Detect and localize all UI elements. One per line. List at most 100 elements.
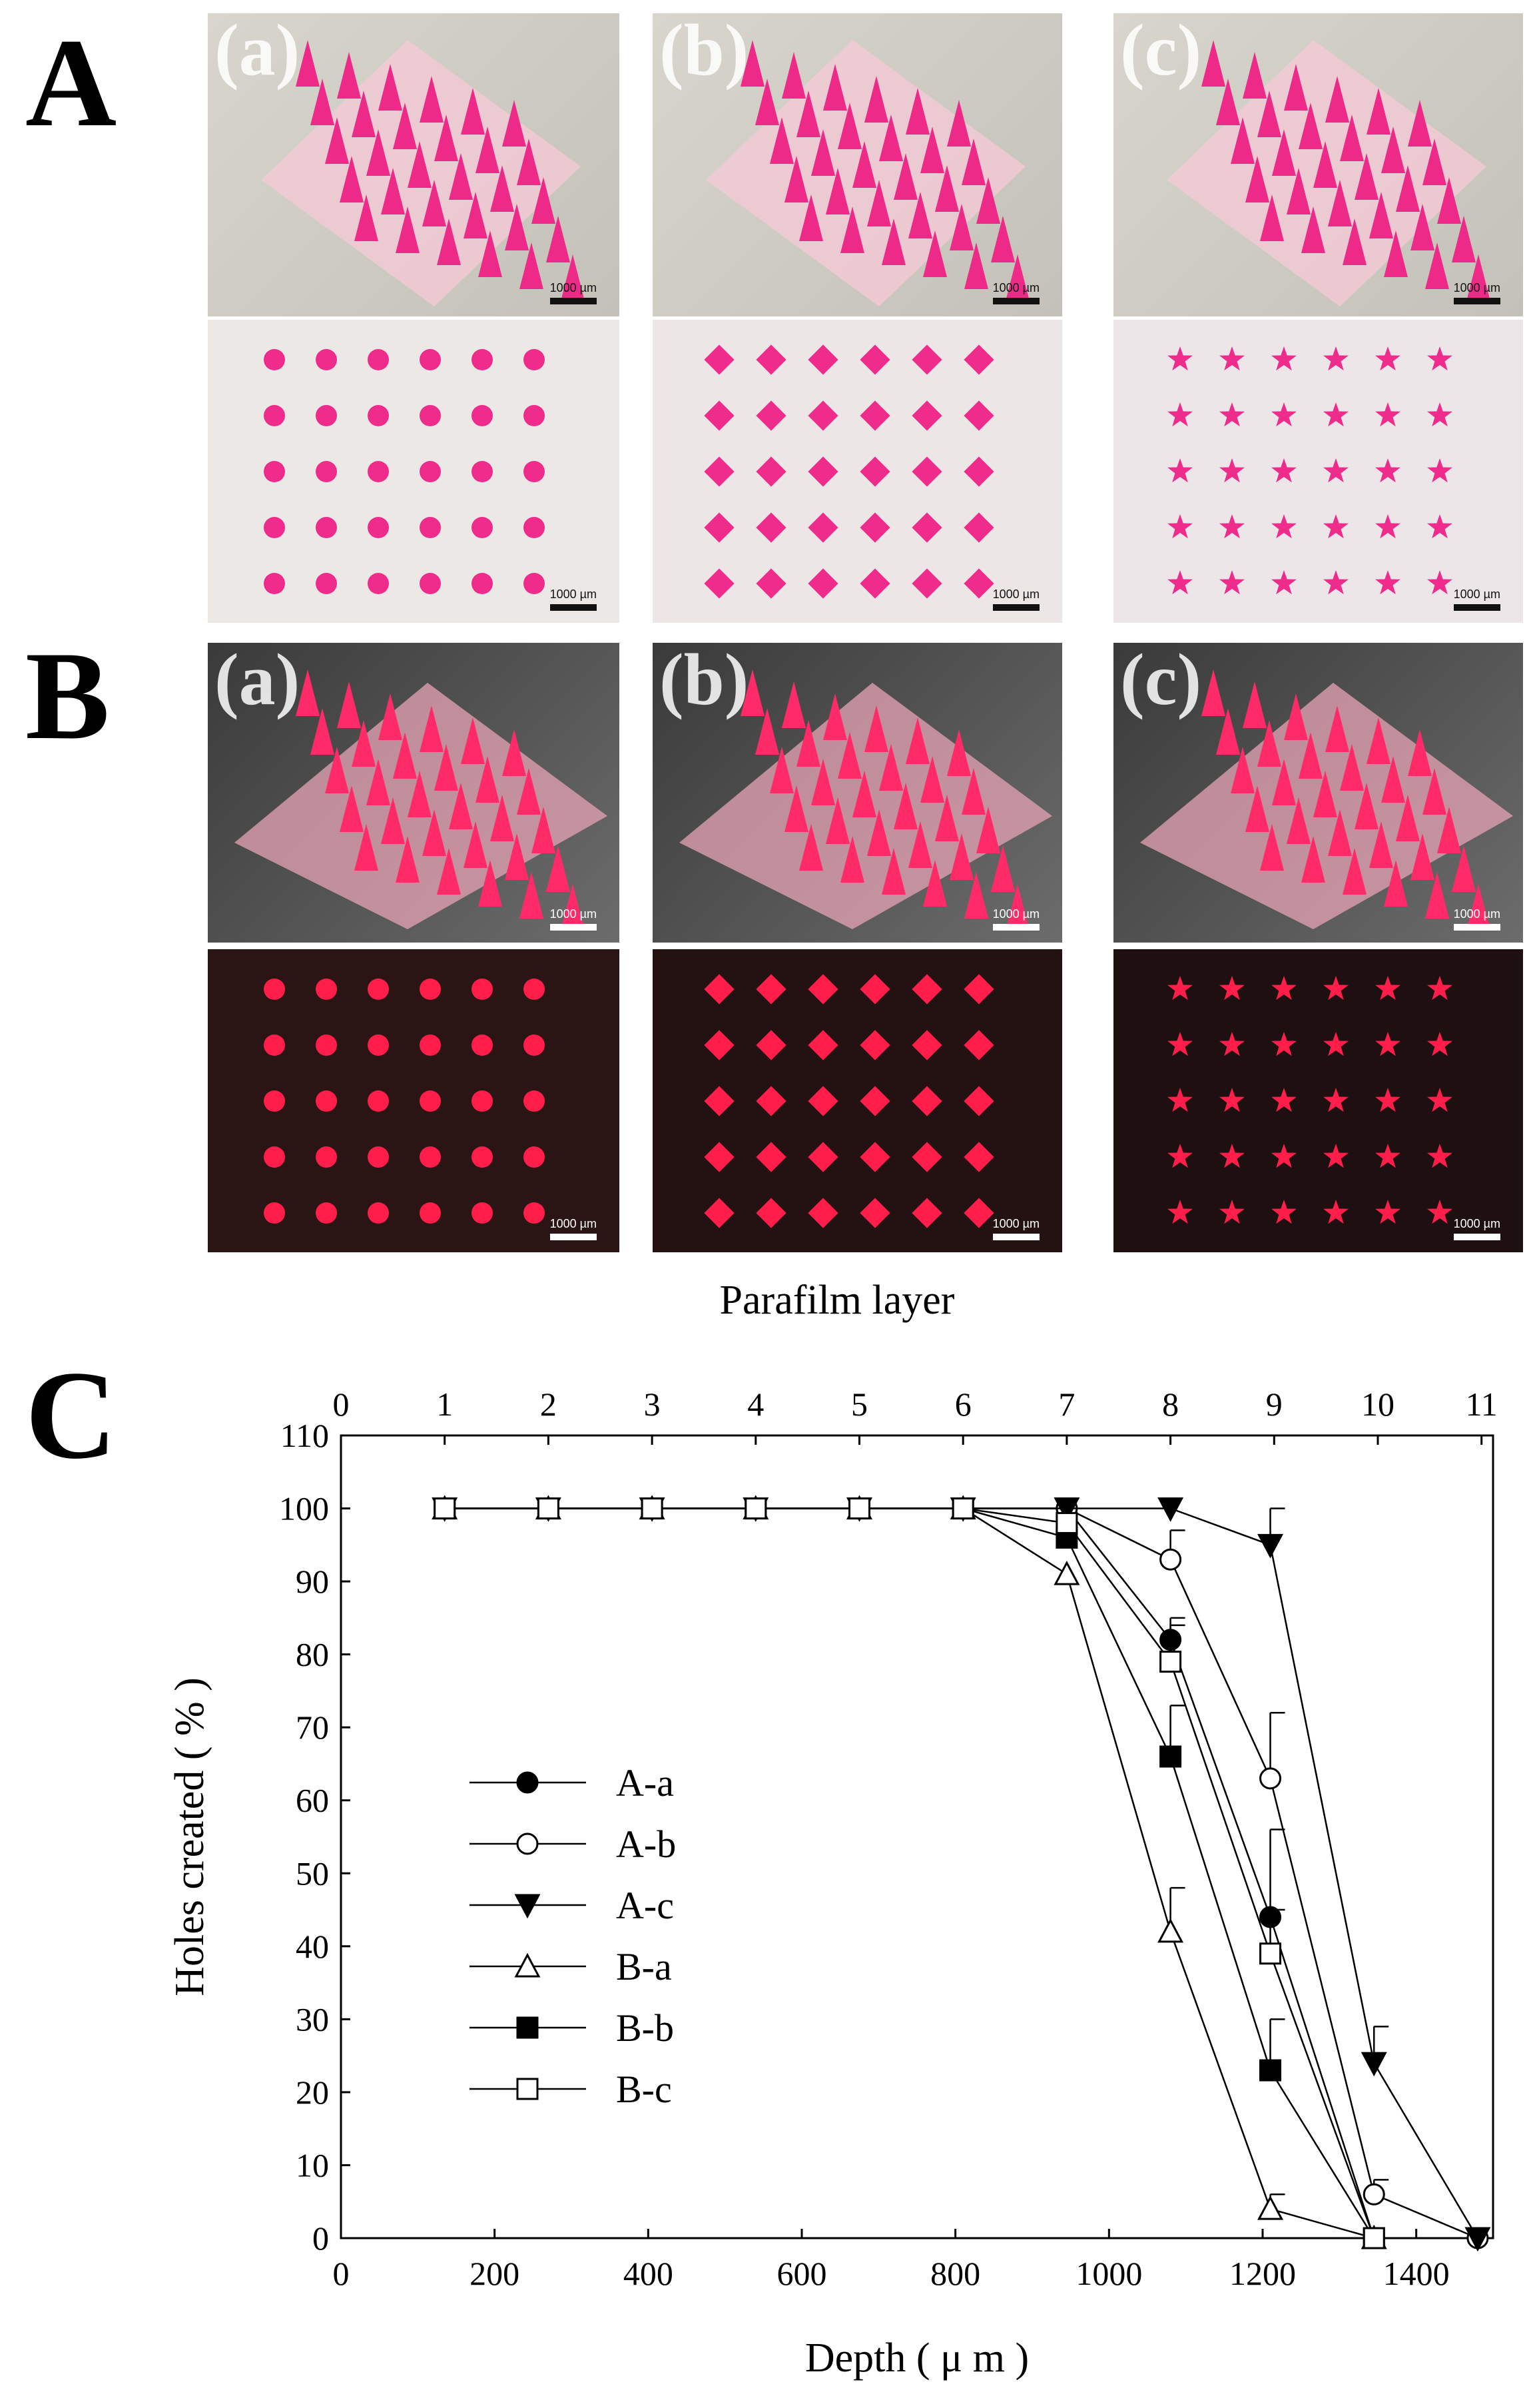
needle-tip-mark xyxy=(1271,458,1297,483)
needle-tip-mark xyxy=(1271,1200,1297,1224)
data-point xyxy=(1159,1745,1182,1768)
needle-cone xyxy=(463,192,487,238)
data-point xyxy=(1257,1533,1284,1559)
needle-tip-mark xyxy=(808,1086,838,1116)
needle-cone xyxy=(826,797,850,844)
needle-cone xyxy=(1260,195,1284,241)
needle-cone xyxy=(784,156,808,202)
legend-marker xyxy=(516,1771,539,1794)
needle-tip-mark xyxy=(1219,458,1245,483)
x-tick-label: 400 xyxy=(623,2255,673,2292)
legend-label: A-a xyxy=(616,1761,674,1805)
needle-tip-mark xyxy=(368,517,389,538)
needle-tip-mark xyxy=(860,568,890,599)
needle-tip-mark xyxy=(808,512,838,543)
needle-tip-mark xyxy=(912,568,942,599)
needle-tip-mark xyxy=(756,512,786,543)
sublabel-b-c: (c) xyxy=(1120,643,1202,720)
needle-tip-mark xyxy=(264,405,285,426)
needle-cone xyxy=(950,833,974,880)
needle-cone xyxy=(1396,795,1420,841)
legend-marker xyxy=(516,1832,539,1855)
sublabel-b-a: (a) xyxy=(214,643,300,720)
needle-cone xyxy=(864,76,888,123)
needle-cone xyxy=(1260,824,1284,871)
y-tick-label: 30 xyxy=(296,2000,329,2038)
data-point xyxy=(1363,2227,1385,2249)
needle-tip-mark xyxy=(964,1030,994,1060)
photo-b-c-top: 1000 µm xyxy=(1113,949,1523,1252)
data-point xyxy=(1361,2052,1387,2077)
sublabel-b-b: (b) xyxy=(659,643,749,720)
needle-tip-mark xyxy=(860,1086,890,1116)
needle-cone xyxy=(1367,88,1390,135)
needle-tip-mark xyxy=(420,349,441,370)
needle-tip-mark xyxy=(964,344,994,375)
needle-tip-mark xyxy=(912,1030,942,1060)
needle-cone xyxy=(879,744,903,791)
needle-cone xyxy=(784,785,808,832)
needle-tip-mark xyxy=(808,344,838,375)
data-point xyxy=(848,1497,870,1520)
data-point xyxy=(1159,1548,1182,1571)
needle-tip-mark xyxy=(316,517,337,538)
needle-cone xyxy=(561,254,585,301)
data-point xyxy=(1159,1651,1182,1673)
needle-tip-mark xyxy=(1375,1144,1400,1168)
data-point xyxy=(1363,2183,1385,2206)
needle-tip-mark xyxy=(471,573,493,594)
needle-tip-mark xyxy=(1323,346,1349,371)
needle-cone xyxy=(976,807,1000,853)
data-point xyxy=(1257,2195,1284,2220)
needle-cone xyxy=(935,795,959,841)
photo-a-b-top: 1000 µm xyxy=(653,320,1062,623)
needle-tip-mark xyxy=(420,1090,441,1112)
needle-cone xyxy=(811,759,835,805)
needle-cone xyxy=(1452,216,1476,262)
top-tick-label: 2 xyxy=(540,1386,557,1423)
needle-cone xyxy=(1243,681,1267,728)
needle-cone xyxy=(741,40,765,87)
needle-tip-mark xyxy=(912,456,942,487)
needle-cone xyxy=(340,156,364,202)
needle-tip-mark xyxy=(1219,1200,1245,1224)
needle-tip-mark xyxy=(1323,1032,1349,1056)
legend-marker xyxy=(516,2016,539,2039)
legend-marker xyxy=(516,2078,539,2100)
needle-cone xyxy=(517,139,541,185)
needle-tip-mark xyxy=(756,1030,786,1060)
needle-cone xyxy=(1299,732,1323,779)
needle-tip-mark xyxy=(808,1198,838,1228)
y-tick-label: 100 xyxy=(279,1490,329,1527)
sublabel-a-b: (b) xyxy=(659,13,749,91)
needle-tip-mark xyxy=(1323,514,1349,539)
needle-cone xyxy=(1301,206,1325,253)
needle-cone xyxy=(340,785,364,832)
needle-tip-mark xyxy=(316,461,337,482)
series-line xyxy=(444,1507,1478,2239)
needle-tip-mark xyxy=(1375,458,1400,483)
needle-cone xyxy=(408,141,432,188)
legend-label: A-b xyxy=(616,1822,676,1866)
needle-cone xyxy=(1343,218,1367,265)
needle-cone xyxy=(463,821,487,868)
needle-tip-mark xyxy=(420,1034,441,1056)
needle-tip-mark xyxy=(1323,402,1349,427)
x-tick-label: 1400 xyxy=(1383,2255,1450,2292)
needle-tip-mark xyxy=(704,344,735,375)
needle-cone xyxy=(1201,40,1225,87)
needle-cone xyxy=(1231,747,1255,793)
needle-cone xyxy=(1257,91,1281,137)
x-tick-label: 800 xyxy=(930,2255,980,2292)
needle-cone xyxy=(378,693,402,740)
data-point xyxy=(1056,1511,1078,1534)
needle-tip-mark xyxy=(808,568,838,599)
scale-bar-b-c: 1000 µm xyxy=(1454,907,1500,931)
needle-cone xyxy=(1340,115,1364,161)
needle-cone xyxy=(976,177,1000,224)
needle-tip-mark xyxy=(1219,514,1245,539)
needle-cone xyxy=(546,845,570,892)
series-line xyxy=(444,1507,1375,2239)
needle-tip-mark xyxy=(756,400,786,431)
needle-cone xyxy=(352,720,376,767)
